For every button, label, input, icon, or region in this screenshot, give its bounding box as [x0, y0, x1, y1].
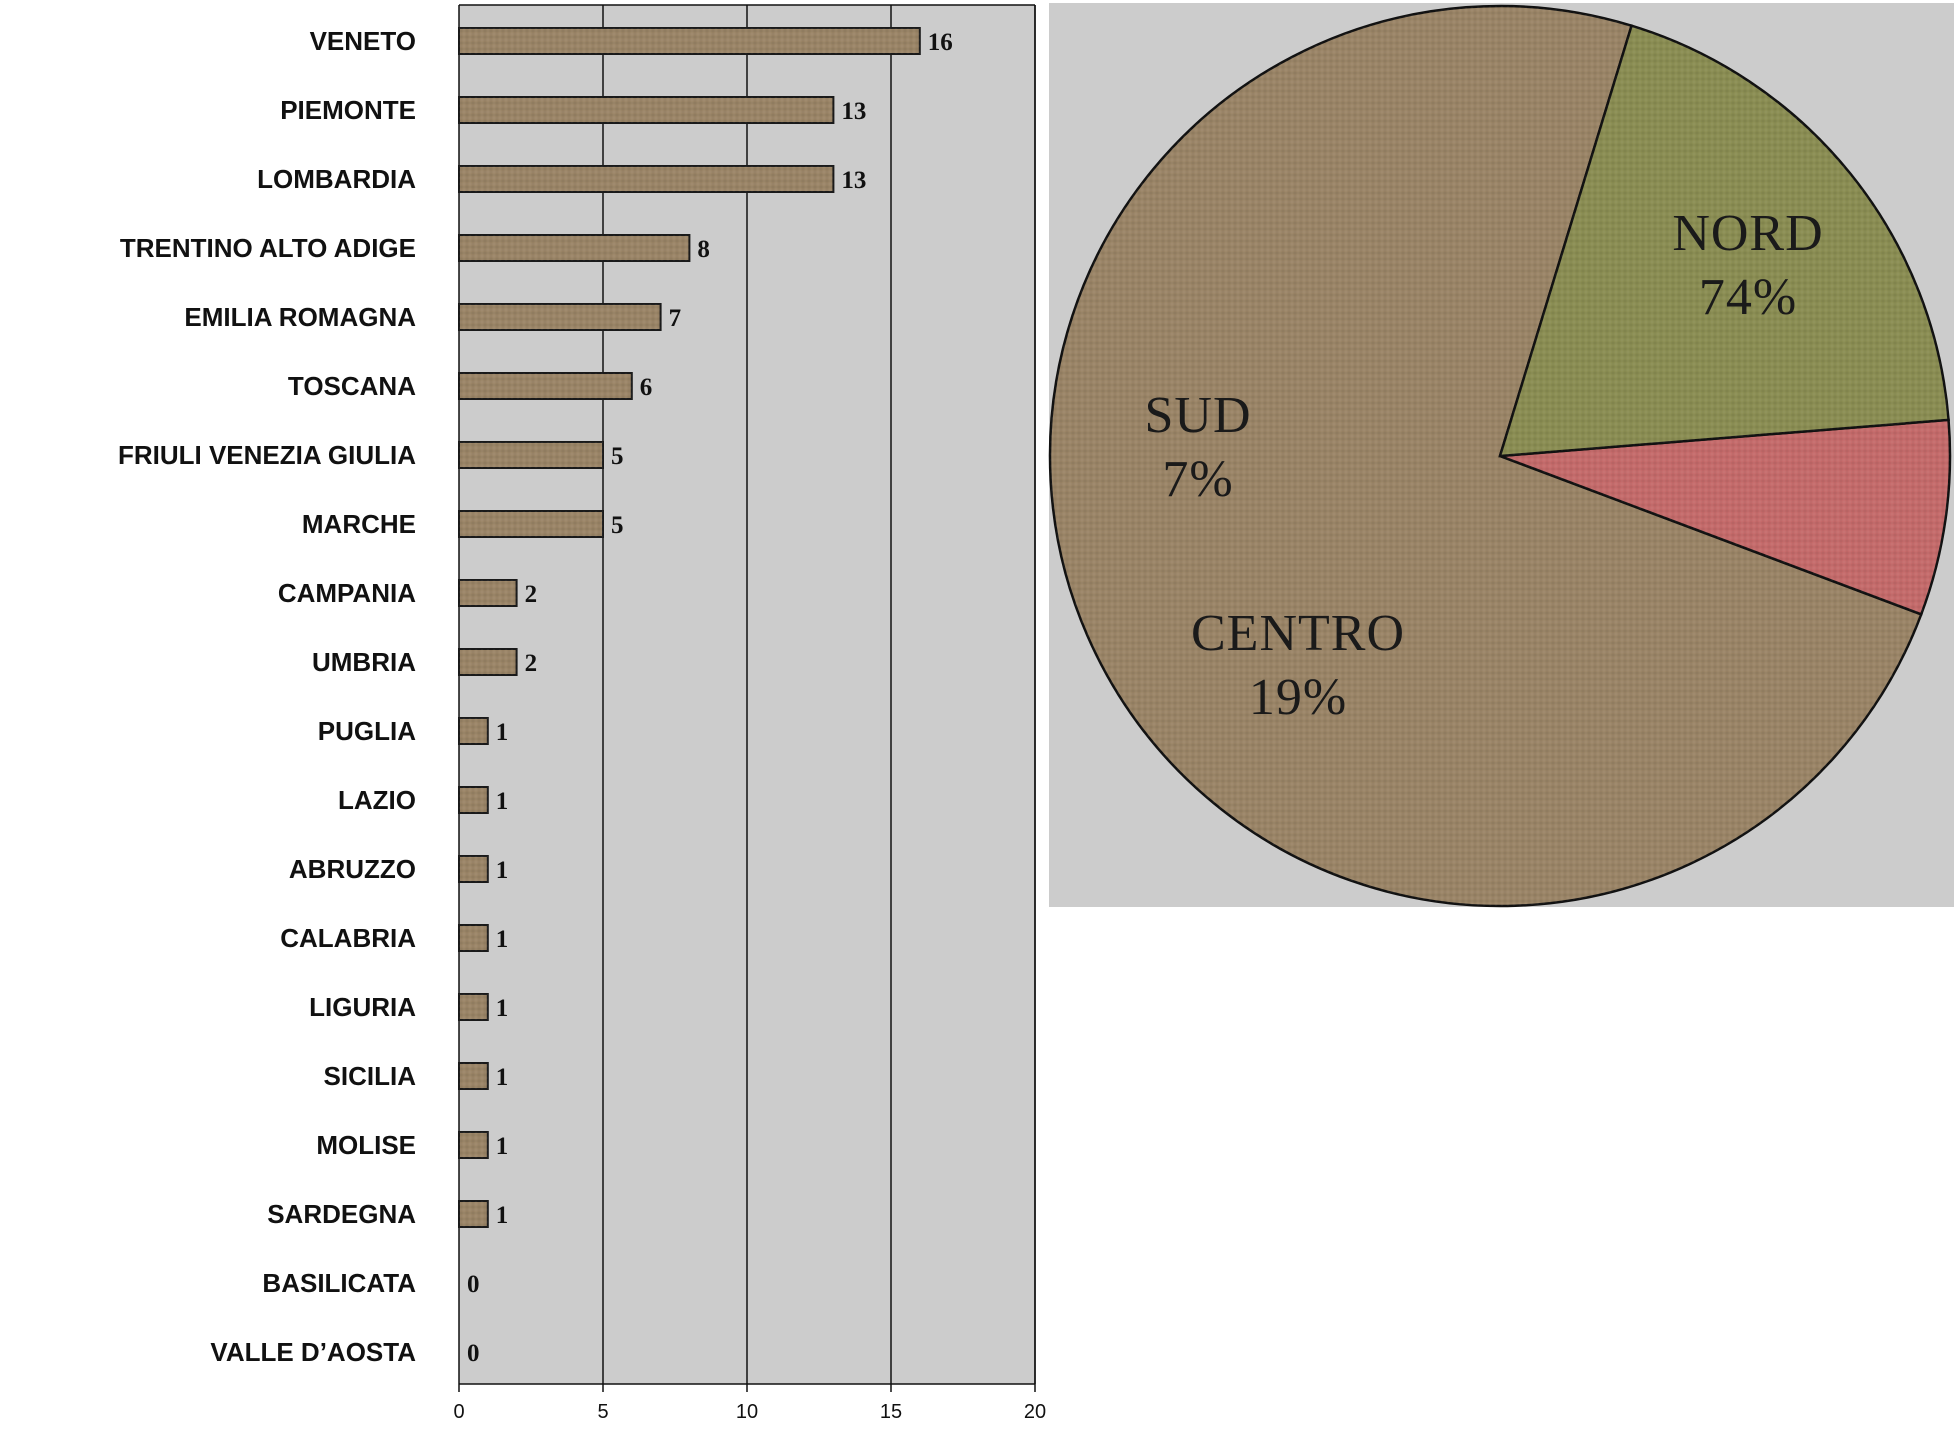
data-label: 6 — [640, 374, 653, 401]
bar-texture — [459, 1201, 488, 1227]
bar-texture — [459, 304, 661, 330]
category-label: VENETO — [310, 26, 416, 56]
category-label: VALLE D’AOSTA — [210, 1337, 416, 1367]
category-label: MARCHE — [302, 509, 416, 539]
pie-chart: NORD 74% SUD 7% CENTRO 19% — [1048, 3, 1954, 908]
category-label: PUGLIA — [318, 716, 416, 746]
category-label: LAZIO — [338, 785, 416, 815]
data-label: 5 — [611, 512, 624, 539]
data-label: 0 — [467, 1340, 480, 1367]
bar-texture — [459, 856, 488, 882]
data-label: 7 — [669, 305, 682, 332]
bar-texture — [459, 994, 488, 1020]
data-label: 1 — [496, 1133, 509, 1160]
category-label: CALABRIA — [280, 923, 416, 953]
pie-label-name: NORD — [1672, 205, 1823, 262]
category-label: LOMBARDIA — [257, 164, 416, 194]
category-label: TRENTINO ALTO ADIGE — [120, 233, 416, 263]
bar-texture — [459, 511, 603, 537]
category-label: BASILICATA — [262, 1268, 416, 1298]
x-tick-label: 5 — [597, 1401, 608, 1423]
data-label: 16 — [928, 29, 953, 56]
pie-label-percent: 7% — [1162, 451, 1233, 508]
pie-slice-texture — [1050, 6, 1922, 907]
data-label: 5 — [611, 443, 624, 470]
category-label: CAMPANIA — [278, 578, 416, 608]
pie-label-percent: 19% — [1249, 669, 1347, 726]
pie-slice-texture — [1500, 25, 1949, 456]
category-label: ABRUZZO — [289, 854, 416, 884]
x-tick-label: 15 — [880, 1401, 902, 1423]
data-label: 13 — [841, 98, 866, 125]
category-label: UMBRIA — [312, 647, 416, 677]
category-label: SARDEGNA — [267, 1199, 416, 1229]
category-label: PIEMONTE — [280, 95, 416, 125]
bar-texture — [459, 787, 488, 813]
bar-texture — [459, 166, 834, 192]
data-label: 8 — [697, 236, 710, 263]
data-label: 1 — [496, 788, 509, 815]
bar-texture — [459, 1132, 488, 1158]
category-label: FRIULI VENEZIA GIULIA — [118, 440, 416, 470]
x-tick-label: 10 — [736, 1401, 758, 1423]
bar-texture — [459, 1063, 488, 1089]
pie-label-name: CENTRO — [1191, 605, 1405, 662]
category-label: TOSCANA — [288, 371, 416, 401]
data-label: 1 — [496, 1064, 509, 1091]
data-label: 13 — [841, 167, 866, 194]
bar-texture — [459, 580, 517, 606]
category-label: MOLISE — [316, 1130, 416, 1160]
bar-texture — [459, 28, 920, 54]
data-label: 0 — [467, 1271, 480, 1298]
data-label: 2 — [525, 650, 538, 677]
category-label: SICILIA — [324, 1061, 417, 1091]
bar-texture — [459, 235, 690, 261]
data-label: 1 — [496, 719, 509, 746]
category-label: LIGURIA — [309, 992, 416, 1022]
bar-texture — [459, 649, 517, 675]
data-label: 1 — [496, 995, 509, 1022]
data-label: 2 — [525, 581, 538, 608]
bar-texture — [459, 97, 834, 123]
data-label: 1 — [496, 857, 509, 884]
category-label: EMILIA ROMAGNA — [184, 302, 416, 332]
bar-texture — [459, 925, 488, 951]
data-label: 1 — [496, 926, 509, 953]
bar-texture — [459, 442, 603, 468]
pie-label-name: SUD — [1144, 387, 1251, 444]
pie-slice-texture — [1500, 419, 1951, 615]
bar-texture — [459, 373, 632, 399]
data-label: 1 — [496, 1202, 509, 1229]
x-tick-label: 0 — [453, 1401, 464, 1423]
bar-texture — [459, 718, 488, 744]
x-tick-label: 20 — [1024, 1401, 1046, 1423]
pie-label-percent: 74% — [1699, 269, 1797, 326]
